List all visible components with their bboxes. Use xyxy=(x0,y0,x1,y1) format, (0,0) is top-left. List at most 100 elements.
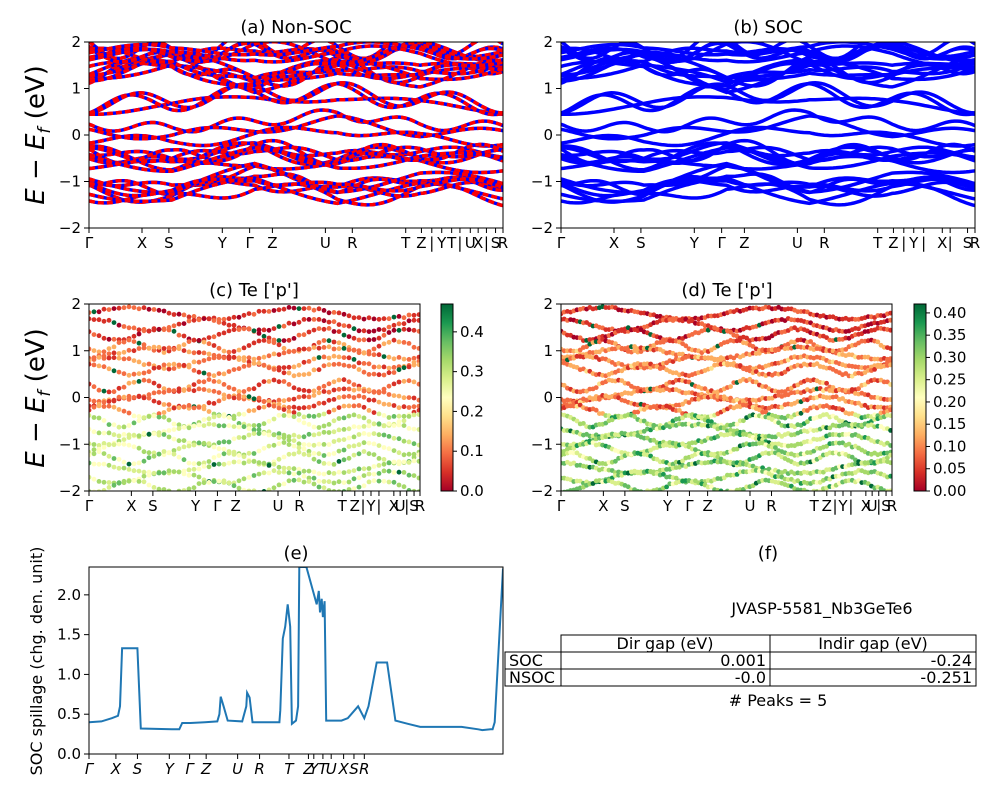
colorbar-tick-label: 0.2 xyxy=(460,402,484,420)
projected-point xyxy=(161,410,167,415)
projected-point xyxy=(126,410,132,416)
projected-point xyxy=(376,327,382,332)
projected-point xyxy=(276,379,282,385)
projected-point xyxy=(261,470,267,476)
projected-point xyxy=(121,437,127,442)
projected-point xyxy=(376,316,382,322)
projected-point xyxy=(281,345,287,351)
projected-point xyxy=(888,488,892,491)
projected-point xyxy=(391,479,397,485)
colorbar-tick-label: 0.25 xyxy=(933,371,966,389)
band-line-soc xyxy=(561,125,975,148)
projected-point xyxy=(411,362,417,368)
projected-point xyxy=(609,417,615,423)
projected-point xyxy=(286,320,292,326)
projected-point xyxy=(321,429,327,435)
e-xtick-label: Y xyxy=(165,760,176,778)
projected-point xyxy=(146,395,152,401)
projected-point xyxy=(171,451,177,457)
projected-point xyxy=(281,465,287,471)
projected-point xyxy=(261,431,267,436)
colorbar-tick-label: 0.40 xyxy=(933,304,966,322)
projected-point xyxy=(146,369,152,375)
projected-point xyxy=(371,478,377,484)
projected-point xyxy=(131,358,137,363)
projected-point xyxy=(346,313,352,319)
projected-point xyxy=(376,443,382,448)
projected-point xyxy=(381,327,387,333)
projected-point xyxy=(206,441,212,446)
projected-point xyxy=(366,451,372,457)
projected-point xyxy=(216,423,222,429)
band-line-red xyxy=(89,43,503,64)
projected-point xyxy=(276,342,282,348)
projected-point xyxy=(888,310,892,316)
title-panel-d: (d) Te ['p'] xyxy=(681,280,772,301)
projected-point xyxy=(763,409,769,415)
gap-table: JVASP-5581_Nb3GeTe6 Dir gap (eV) Indir g… xyxy=(504,599,977,710)
projected-point xyxy=(241,312,247,318)
projected-point xyxy=(366,432,372,437)
projected-point xyxy=(146,482,152,488)
projected-point xyxy=(396,422,402,428)
title-panel-b: (b) SOC xyxy=(733,17,802,38)
projected-point xyxy=(156,451,162,457)
projected-point xyxy=(181,457,187,463)
projected-point xyxy=(196,369,202,375)
projected-point xyxy=(101,399,107,405)
projected-point xyxy=(221,330,227,336)
projected-point xyxy=(91,442,97,447)
projected-point xyxy=(276,307,282,313)
projected-point xyxy=(96,403,102,409)
projected-point xyxy=(246,363,252,368)
projected-point xyxy=(206,356,212,362)
projected-point xyxy=(271,377,277,383)
e-xtick-label: U xyxy=(326,760,337,778)
projected-point xyxy=(416,458,420,464)
projected-point xyxy=(381,468,387,474)
projected-point xyxy=(321,326,327,332)
projected-point xyxy=(316,390,322,396)
projected-point xyxy=(351,424,357,429)
projected-point xyxy=(306,388,312,394)
projected-point xyxy=(721,425,727,431)
projected-point xyxy=(341,437,347,442)
projected-point xyxy=(246,408,252,414)
projected-point xyxy=(737,363,743,368)
projected-point xyxy=(386,402,392,407)
projected-point xyxy=(216,331,222,337)
b-frame xyxy=(560,41,976,229)
projected-point xyxy=(411,441,417,447)
e-ytick-label: 0.0 xyxy=(57,745,81,763)
projected-point xyxy=(241,326,247,332)
projected-point xyxy=(246,355,252,361)
projected-point xyxy=(266,463,272,468)
projected-point xyxy=(326,319,332,325)
a-xtick-label: Z xyxy=(267,234,277,252)
projected-point xyxy=(680,401,685,407)
projected-point xyxy=(221,355,227,361)
projected-point xyxy=(101,318,107,324)
projected-point xyxy=(266,335,272,341)
projected-point xyxy=(336,329,342,334)
c-xtick-label: X xyxy=(126,497,136,515)
projected-point xyxy=(316,451,322,457)
projected-point xyxy=(106,351,112,357)
projected-point xyxy=(121,424,127,430)
e-ytick-label: 2.0 xyxy=(57,586,81,604)
projected-point xyxy=(301,388,307,393)
projected-point xyxy=(236,366,242,372)
projected-point xyxy=(216,355,222,360)
d-xtick-label: Γ xyxy=(557,497,566,515)
projected-point xyxy=(326,430,332,435)
c-xtick-label: S xyxy=(409,497,419,515)
projected-point xyxy=(683,343,689,349)
projected-point xyxy=(116,480,122,486)
projected-point xyxy=(181,404,187,410)
projected-point xyxy=(391,327,397,333)
b-xtick-label: S xyxy=(636,234,646,252)
projected-point xyxy=(301,394,307,399)
projected-point xyxy=(111,368,117,374)
a-xtick-label: | xyxy=(429,234,434,252)
projected-point xyxy=(376,335,382,341)
